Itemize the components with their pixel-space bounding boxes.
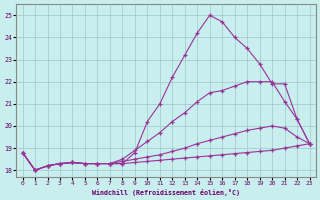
X-axis label: Windchill (Refroidissement éolien,°C): Windchill (Refroidissement éolien,°C) (92, 189, 240, 196)
